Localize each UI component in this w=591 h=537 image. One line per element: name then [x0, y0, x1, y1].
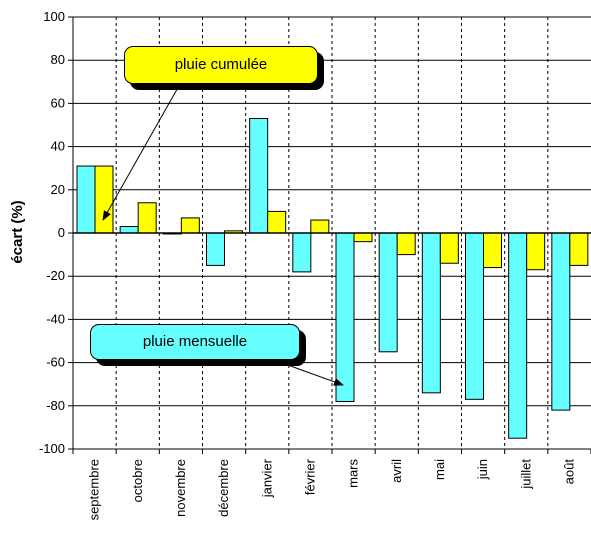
- x-tick-label: septembre: [87, 459, 102, 520]
- legend-pluie-mensuelle-label: pluie mensuelle: [142, 333, 248, 350]
- axes: [68, 16, 591, 454]
- bar-mensuelle-5: [292, 232, 312, 273]
- x-tick-label: novembre: [173, 459, 188, 517]
- bar-mensuelle-6: [335, 232, 355, 402]
- bar-mensuelle-9: [465, 232, 484, 400]
- bar-cumulee-7: [396, 232, 416, 256]
- bar-cumulee-0: [94, 165, 114, 234]
- bar-mensuelle-11: [551, 232, 571, 411]
- bar-cumulee-2: [180, 217, 200, 234]
- x-tick-label: juillet: [518, 459, 533, 490]
- y-tick-labels: -100 -80 -60 -40 -20 0 20 40 60 80 100: [39, 9, 65, 456]
- x-tick-label: janvier: [259, 458, 274, 498]
- y-tick-label: 40: [51, 139, 65, 154]
- y-tick-label: 100: [43, 9, 65, 24]
- y-tick-label: -40: [46, 311, 65, 326]
- bar-mensuelle-4: [249, 118, 269, 234]
- bar-mensuelle-0: [76, 165, 96, 234]
- bars: [76, 118, 589, 439]
- bar-cumulee-5: [310, 219, 330, 234]
- y-tick-label: -100: [39, 441, 65, 456]
- y-tick-label: 80: [51, 52, 65, 67]
- y-tick-label: 20: [51, 182, 65, 197]
- y-axis-label: écart (%): [9, 200, 26, 263]
- bar-mensuelle-8: [421, 232, 441, 394]
- x-tick-label: mai: [432, 459, 447, 480]
- bar-cumulee-6: [353, 232, 373, 243]
- legend-pluie-cumulee: pluie cumulée: [124, 46, 318, 84]
- x-tick-label: juin: [475, 459, 490, 480]
- bar-mensuelle-1: [119, 226, 139, 234]
- y-tick-label: -60: [46, 355, 65, 370]
- bar-mensuelle-3: [206, 232, 225, 266]
- y-tick-label: -80: [46, 398, 65, 413]
- bar-mensuelle-10: [508, 232, 528, 439]
- y-tick-label: 60: [51, 95, 65, 110]
- bar-cumulee-11: [569, 232, 589, 266]
- x-tick-label: août: [561, 459, 576, 485]
- x-tick-label: mars: [346, 459, 361, 488]
- y-tick-label: 0: [58, 225, 65, 240]
- legend-pluie-mensuelle: pluie mensuelle: [90, 324, 300, 360]
- legend-pluie-cumulee-label: pluie cumulée: [174, 56, 268, 73]
- x-tick-label: février: [302, 458, 317, 495]
- x-tick-label: octobre: [130, 459, 145, 502]
- x-tick-labels: septembre octobre novembre décembre janvier f…: [87, 458, 577, 520]
- bar-cumulee-1: [137, 202, 157, 234]
- y-tick-label: -20: [46, 268, 65, 283]
- bar-mensuelle-7: [378, 232, 398, 353]
- bar-cumulee-8: [439, 232, 459, 264]
- bar-cumulee-9: [483, 232, 502, 269]
- bar-cumulee-4: [267, 210, 287, 234]
- arrow-cumulee: [102, 83, 181, 221]
- x-tick-label: décembre: [216, 459, 231, 517]
- x-tick-label: avril: [389, 459, 404, 483]
- bar-cumulee-10: [526, 232, 546, 271]
